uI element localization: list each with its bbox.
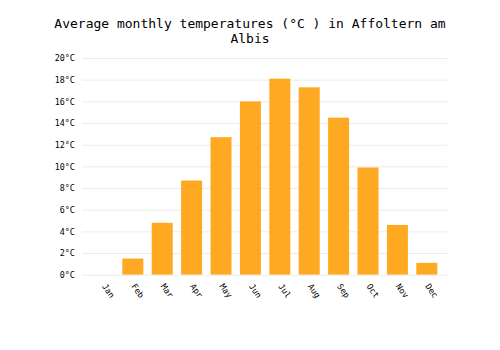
svg-text:Mar: Mar bbox=[159, 282, 176, 300]
svg-text:18°C: 18°C bbox=[55, 75, 75, 85]
svg-text:Aug: Aug bbox=[306, 282, 323, 300]
svg-text:Jul: Jul bbox=[276, 282, 293, 300]
svg-text:6°C: 6°C bbox=[60, 205, 75, 215]
html-text:Average monthly temperatures (: Average monthly temperatures (°C ) in Af… bbox=[54, 16, 446, 46]
svg-text:Feb: Feb bbox=[129, 282, 146, 300]
svg-text:May: May bbox=[218, 282, 235, 300]
svg-text:8°C: 8°C bbox=[60, 183, 75, 193]
svg-text:Nov: Nov bbox=[394, 282, 411, 300]
svg-text:20°C: 20°C bbox=[55, 53, 75, 63]
svg-text:4°C: 4°C bbox=[60, 227, 75, 237]
svg-text:Dec: Dec bbox=[423, 282, 440, 300]
svg-text:14°C: 14°C bbox=[55, 118, 75, 128]
svg-text:0°C: 0°C bbox=[60, 270, 75, 280]
svg-text:16°C: 16°C bbox=[55, 97, 75, 107]
svg-text:Apr: Apr bbox=[188, 282, 205, 300]
svg-text:12°C: 12°C bbox=[55, 140, 75, 150]
svg-text:Jan: Jan bbox=[100, 282, 117, 300]
svg-text:2°C: 2°C bbox=[60, 248, 75, 258]
svg-text:Jun: Jun bbox=[247, 282, 264, 300]
svg-text:10°C: 10°C bbox=[55, 162, 75, 172]
svg-text:Oct: Oct bbox=[365, 282, 382, 300]
svg-text:Sep: Sep bbox=[335, 282, 352, 300]
